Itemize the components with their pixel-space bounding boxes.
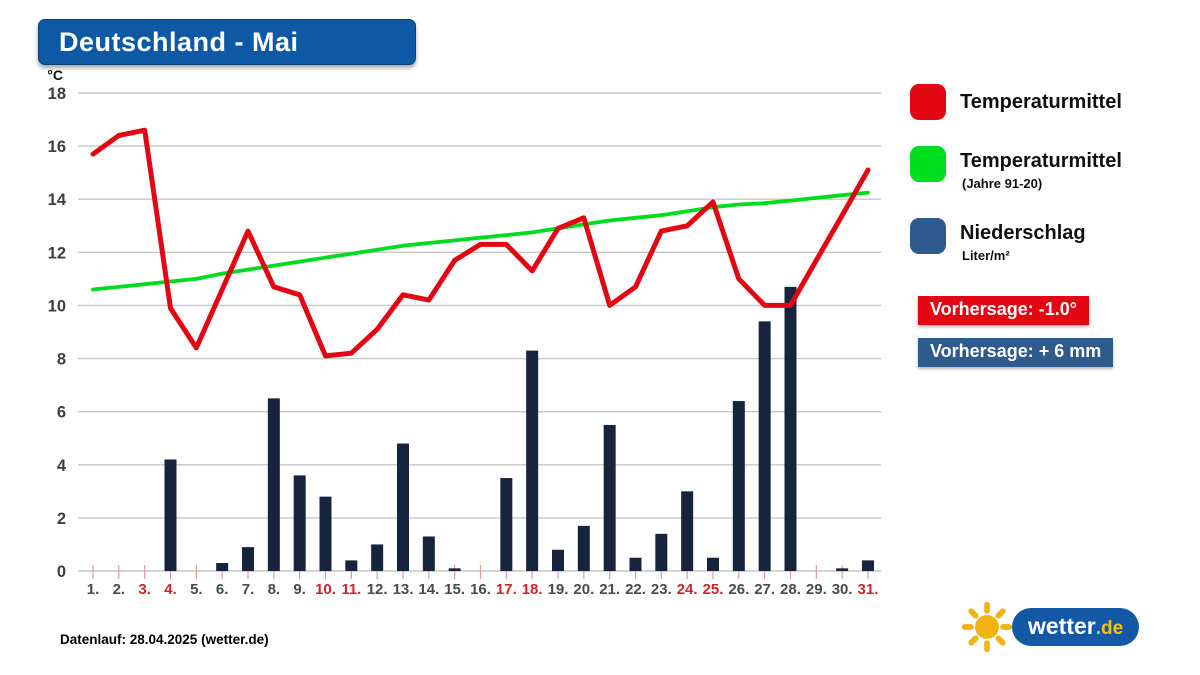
x-label-weekend: 10. — [315, 581, 336, 598]
x-label-weekend: 18. — [522, 581, 543, 598]
x-label: 16. — [470, 581, 491, 598]
precip-bar — [396, 443, 409, 571]
precip-bar — [164, 459, 177, 571]
x-label: 9. — [293, 581, 306, 598]
data-run-label: Datenlauf: 28.04.2025 (wetter.de) — [60, 632, 269, 647]
precip-bar — [551, 549, 564, 571]
precip-bar — [526, 350, 539, 571]
sun-icon — [961, 601, 1013, 653]
wetter-de-logo: wetter.de — [960, 600, 1140, 654]
x-label: 7. — [242, 581, 255, 598]
x-label: 30. — [832, 581, 853, 598]
x-label: 20. — [573, 581, 594, 598]
legend-label: Niederschlag — [960, 222, 1086, 244]
legend-item-temperature: Temperaturmittel — [910, 84, 1122, 120]
x-label-weekend: 11. — [341, 581, 361, 598]
precip-bar — [241, 547, 254, 571]
x-label: 8. — [268, 581, 281, 598]
x-label-weekend: 4. — [164, 581, 177, 598]
x-label: 15. — [444, 581, 465, 598]
page-title: Deutschland - Mai — [38, 19, 416, 65]
temperature-swatch-icon — [910, 84, 946, 120]
x-label: 23. — [651, 581, 672, 598]
y-tick-label: 10 — [48, 297, 66, 315]
x-label: 29. — [806, 581, 827, 598]
precip-bar — [371, 544, 384, 571]
precip-bar — [448, 568, 461, 571]
precip-bar — [293, 475, 306, 571]
wetter-de-wordmark: wetter.de — [1012, 608, 1140, 646]
precip-bar — [758, 321, 771, 571]
precip-bar — [706, 557, 719, 571]
legend-sublabel: Liter/m² — [962, 248, 1010, 263]
x-label-weekend: 25. — [703, 581, 724, 598]
climate-mean-line — [91, 190, 870, 292]
precip-bar — [267, 398, 280, 571]
legend-sublabel: (Jahre 91-20) — [962, 176, 1043, 191]
legend-label: Temperaturmittel — [960, 150, 1122, 172]
x-label: 19. — [548, 581, 569, 598]
y-axis-unit: °C — [47, 67, 63, 83]
precip-bar — [422, 536, 435, 571]
y-tick-label: 14 — [48, 191, 67, 209]
y-tick-label: 0 — [57, 563, 66, 581]
x-label-weekend: 3. — [138, 581, 151, 598]
x-label: 2. — [113, 581, 126, 598]
y-tick-label: 6 — [57, 404, 66, 422]
x-label: 22. — [625, 581, 646, 598]
precip-bar — [861, 560, 874, 571]
x-label: 5. — [190, 581, 203, 598]
x-label: 13. — [393, 581, 414, 598]
y-tick-label: 12 — [48, 244, 66, 262]
x-label: 1. — [87, 581, 100, 598]
y-tick-label: 18 — [48, 85, 66, 103]
precip-bar — [500, 478, 513, 571]
precipitation-swatch-icon — [910, 218, 946, 254]
precip-bar — [345, 560, 358, 571]
x-label: 21. — [599, 581, 620, 598]
precip-bar — [319, 496, 332, 571]
legend-item-precipitation: Niederschlag Liter/m² — [910, 218, 1086, 264]
precip-bar — [655, 533, 668, 571]
logo-tld-text: .de — [1095, 618, 1124, 639]
climate-mean-swatch-icon — [910, 146, 946, 182]
precip-bar — [216, 563, 229, 571]
x-label-weekend: 24. — [677, 581, 698, 598]
x-label: 27. — [754, 581, 775, 598]
x-label: 28. — [780, 581, 801, 598]
precip-bar — [603, 424, 616, 571]
precip-bar — [836, 568, 849, 571]
y-tick-label: 16 — [48, 138, 66, 156]
y-tick-label: 8 — [57, 351, 66, 369]
logo-main-text: wetter — [1028, 613, 1096, 639]
precipitation-forecast-badge: Vorhersage: + 6 mm — [918, 338, 1114, 367]
temperature-forecast-badge: Vorhersage: -1.0° — [918, 296, 1089, 325]
precip-bar — [784, 286, 797, 571]
x-label-weekend: 31. — [858, 581, 879, 598]
y-tick-label: 2 — [57, 510, 66, 528]
legend-item-climate-mean: Temperaturmittel (Jahre 91-20) — [910, 146, 1122, 192]
legend-label: Temperaturmittel — [960, 91, 1122, 113]
x-label: 12. — [367, 581, 388, 598]
x-label: 6. — [216, 581, 229, 598]
precip-bar — [732, 401, 745, 571]
x-label-weekend: 17. — [496, 581, 517, 598]
x-label: 14. — [418, 581, 439, 598]
precip-bar — [681, 491, 694, 571]
y-tick-label: 4 — [57, 457, 67, 475]
x-label: 26. — [728, 581, 749, 598]
precip-bar — [629, 557, 642, 571]
temperature-line — [90, 127, 871, 359]
precip-bar — [577, 525, 590, 571]
